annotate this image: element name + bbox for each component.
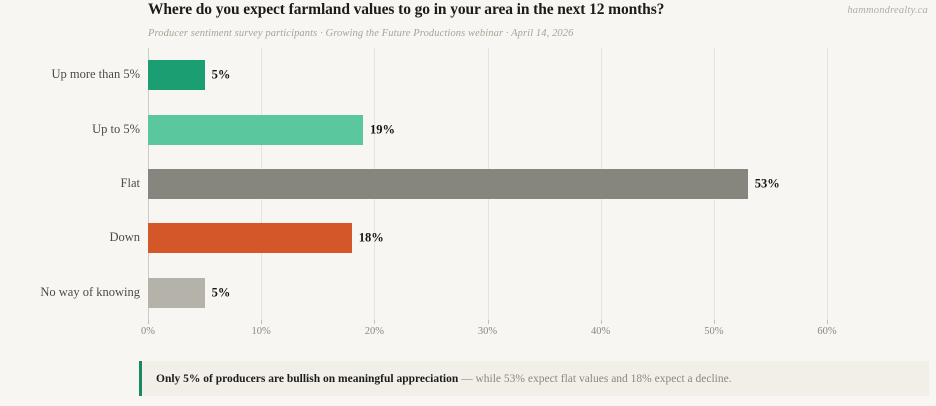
- bar-series: 5% 19% 53% 18% 5%: [148, 48, 827, 320]
- bar-value-label: 18%: [358, 230, 384, 245]
- x-axis-tick: [600, 320, 602, 324]
- brand-watermark: hammondrealty.ca: [847, 5, 928, 16]
- category-label: Up more than 5%: [51, 67, 140, 82]
- x-axis-tick-label: 50%: [704, 326, 724, 337]
- bar[interactable]: [148, 223, 352, 254]
- gridline: [827, 48, 828, 320]
- bar-row[interactable]: 19%: [148, 114, 827, 145]
- bar[interactable]: [148, 169, 748, 199]
- x-axis-tick: [374, 320, 376, 324]
- category-label: Up to 5%: [92, 121, 140, 136]
- x-axis-tick-label: 0%: [141, 326, 155, 337]
- bar-row[interactable]: 5%: [148, 60, 827, 91]
- bar-row[interactable]: 5%: [148, 277, 827, 308]
- x-axis-tick: [148, 320, 149, 324]
- x-axis: 0% 10% 20% 30% 40% 50% 60%: [141, 320, 837, 344]
- x-axis-tick-label: 60%: [817, 326, 837, 337]
- x-axis-tick-label: 20%: [364, 326, 384, 337]
- footnote-callout: Only 5% of producers are bullish on mean…: [139, 361, 929, 396]
- chart-header: Where do you expect farmland values to g…: [148, 1, 808, 39]
- x-axis-tick: [261, 320, 263, 324]
- bar-value-label: 19%: [370, 122, 396, 137]
- category-label: Down: [109, 230, 140, 245]
- bar-row[interactable]: 18%: [148, 223, 827, 254]
- footnote-accent-bar: [139, 361, 142, 396]
- bar[interactable]: [148, 277, 205, 308]
- bar[interactable]: [148, 60, 205, 91]
- y-axis-category-labels: Up more than 5% Up to 5% Flat Down No way of…: [0, 48, 140, 320]
- bar-value-label: 53%: [754, 176, 780, 191]
- footnote-headline: Only 5% of producers are bullish on mean…: [156, 372, 459, 385]
- x-axis-tick: [487, 320, 489, 324]
- footnote-detail: — while 53% expect flat values and 18% e…: [458, 372, 732, 385]
- plot-area: 5% 19% 53% 18% 5%: [148, 48, 828, 320]
- page-title: Where do you expect farmland values to g…: [148, 1, 665, 18]
- x-axis-tick: [827, 320, 828, 324]
- bar-value-label: 5%: [211, 67, 231, 82]
- footnote-text: Only 5% of producers are bullish on mean…: [142, 373, 732, 385]
- category-label: No way of knowing: [40, 284, 140, 299]
- bar-row[interactable]: 53%: [148, 169, 827, 199]
- bar-value-label: 5%: [211, 285, 231, 300]
- category-label: Flat: [120, 176, 140, 190]
- x-axis-tick: [713, 320, 715, 324]
- x-axis-tick-label: 30%: [477, 326, 498, 337]
- bar[interactable]: [148, 114, 364, 145]
- x-axis-tick-label: 40%: [591, 326, 611, 337]
- chart-subtitle: Producer sentiment survey participants ·…: [148, 28, 574, 39]
- x-axis-tick-label: 10%: [251, 326, 271, 337]
